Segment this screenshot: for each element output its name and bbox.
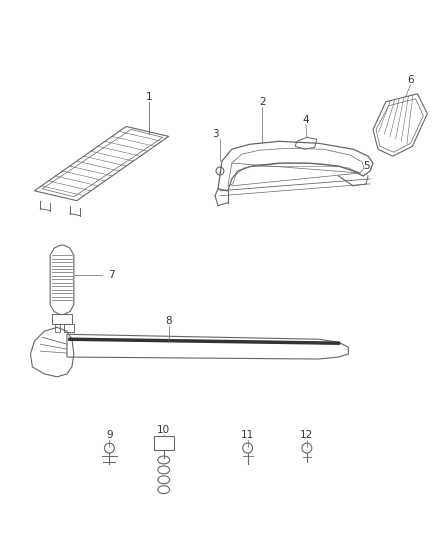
Text: 6: 6 [407, 75, 414, 85]
Text: 1: 1 [145, 92, 152, 102]
Bar [64, 325, 74, 332]
Text: 8: 8 [165, 317, 172, 326]
Text: 12: 12 [300, 430, 314, 440]
Bar [154, 436, 173, 450]
Text: 11: 11 [241, 430, 254, 440]
Text: 3: 3 [212, 130, 219, 140]
Text: 10: 10 [157, 425, 170, 435]
Text: 9: 9 [106, 430, 113, 440]
Bar [52, 314, 72, 325]
Bar [55, 325, 60, 332]
Text: 7: 7 [108, 270, 115, 280]
Text: 5: 5 [363, 161, 369, 171]
Text: 4: 4 [303, 115, 309, 125]
Text: 2: 2 [259, 96, 266, 107]
